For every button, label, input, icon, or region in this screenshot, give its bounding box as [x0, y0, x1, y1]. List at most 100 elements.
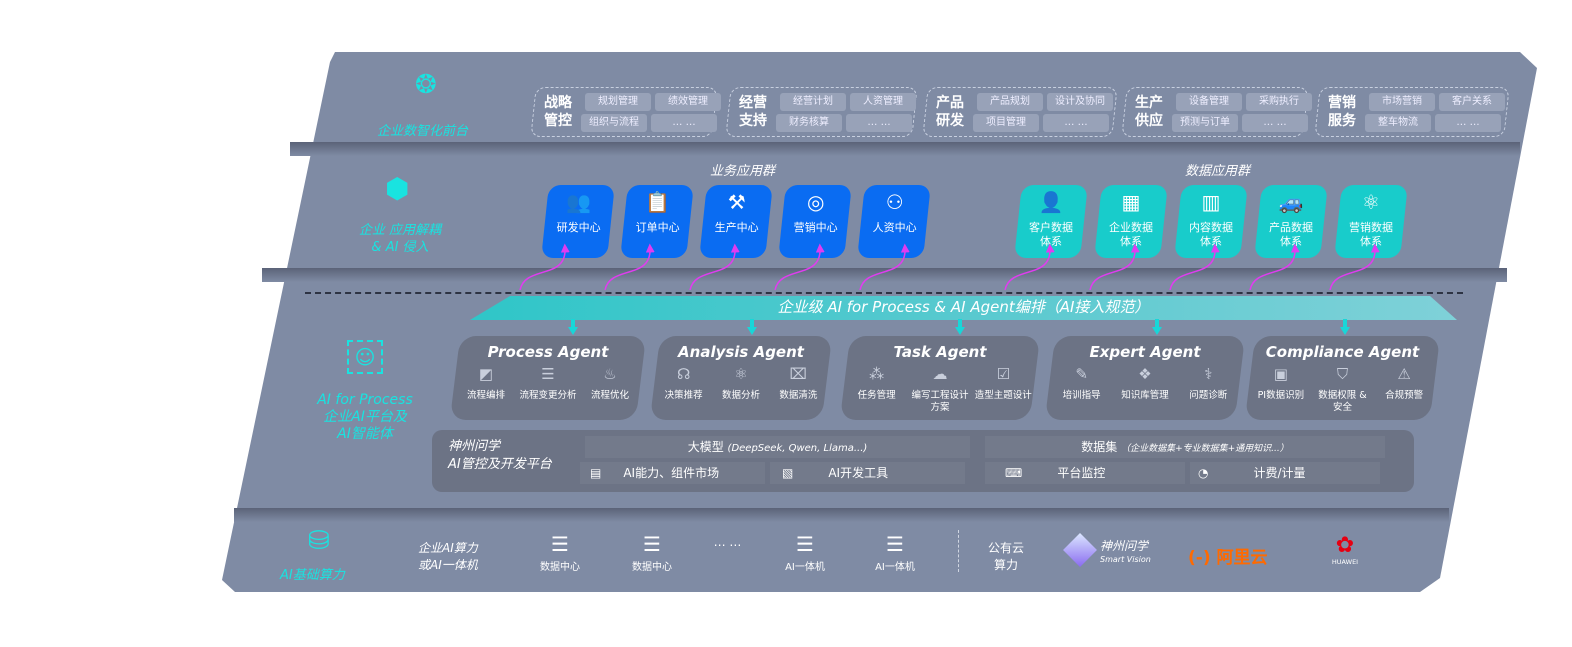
server-icon: ☰ — [796, 532, 814, 556]
atom-icon: ⚛ — [734, 365, 748, 383]
capability-chip: 预测与订单 — [1172, 114, 1238, 132]
agent-capability: ◩ 流程编排 — [456, 365, 516, 402]
monitor-label: 平台监控 — [1057, 466, 1106, 480]
capability-chip: 市场营销 — [1369, 93, 1435, 111]
models-note: (DeepSeek, Qwen, Llama...) — [727, 443, 868, 454]
agent-card[interactable]: Expert Agent ✎ 培训指导 ❖ 知识库管理 ⚕ 问题诊断 — [1044, 336, 1246, 420]
ai-label: AI for Process 企业AI平台及 AI智能体 — [295, 392, 435, 443]
alert-icon: ⚠ — [1397, 365, 1411, 383]
agent-title: Compliance Agent — [1265, 343, 1420, 361]
ai-label-line: AI for Process — [317, 392, 413, 408]
shield-icon: ⛉ — [1336, 365, 1349, 383]
capability-chip: … … — [651, 114, 717, 132]
devtools-button[interactable]: ▧ AI开发工具 — [770, 462, 965, 484]
agent-capability: ⚛ 数据分析 — [712, 365, 769, 402]
capability-label: 数据分析 — [721, 390, 760, 401]
capability-chip: 绩效管理 — [655, 93, 721, 111]
orchestration-label: 企业级 AI for Process & AI Agent编排（AI接入规范） — [777, 298, 1150, 316]
divider — [958, 530, 959, 572]
agent-capability: ▣ PI数据识别 — [1251, 365, 1311, 414]
capability-label: 流程变更分析 — [519, 390, 577, 401]
market-button[interactable]: ▤ AI能力、组件市场 — [580, 462, 765, 484]
arrow-icon — [747, 319, 757, 337]
agent-card[interactable]: Compliance Agent ▣ PI数据识别 ⛉ 数据权限 & 安全 ⚠ 合规预警 — [1244, 336, 1441, 420]
huawei-name: HUAWEI — [1331, 558, 1359, 566]
apps-label-line: 企业 应用解耦 — [358, 223, 442, 238]
connector-curve — [1329, 243, 1380, 291]
agent-capability: ⚕ 问题诊断 — [1178, 365, 1238, 402]
enterprise-compute: 企业AI算力 或AI一体机 — [418, 540, 478, 574]
datasets-label: 数据集 — [1081, 440, 1118, 454]
server-label: AI一体机 — [785, 562, 825, 573]
capability-chip: 客户关系 — [1439, 93, 1505, 111]
checklist-icon: ☑ — [996, 365, 1011, 383]
enterprise-line: 企业AI算力 — [418, 541, 478, 555]
agent-card[interactable]: Analysis Agent ☊ 决策推荐 ⚛ 数据分析 ⌧ 数据清洗 — [649, 336, 833, 420]
connector-curve — [1249, 243, 1300, 291]
agent-capability: ☁ 编写工程设计方案 — [910, 365, 970, 414]
capability-chip: 设计及协同 — [1047, 93, 1113, 111]
cloud-icon: ☁ — [932, 365, 948, 383]
agent-capability: ☰ 流程变更分析 — [518, 365, 578, 402]
capability-chip: 采购执行 — [1246, 93, 1312, 111]
server-label: AI一体机 — [875, 562, 915, 573]
divider — [290, 142, 1520, 156]
ai-label-line: AI智能体 — [337, 426, 393, 442]
ai-label-line: 企业AI平台及 — [323, 409, 407, 425]
capability-label: 决策推荐 — [664, 390, 703, 401]
data-apps-title: 数据应用群 — [1185, 164, 1251, 179]
agent-capability: ⁂ 任务管理 — [847, 365, 907, 414]
capability-chip: 财务核算 — [776, 114, 842, 132]
capability-chip: 组织与流程 — [581, 114, 647, 132]
agent-card[interactable]: Process Agent ◩ 流程编排 ☰ 流程变更分析 ♨ 流程优化 — [449, 336, 647, 420]
optimize-icon: ♨ — [603, 365, 617, 383]
infra-label: AI基础算力 — [280, 568, 345, 583]
platform-name-line: 神州问学 — [448, 439, 501, 454]
server-icon: ☰ — [551, 532, 569, 556]
arrow-icon — [1152, 319, 1162, 337]
billing-button[interactable]: ◔ 计费/计量 — [1190, 462, 1380, 484]
capability-chip: … … — [846, 114, 912, 132]
connector-curve — [519, 243, 570, 291]
server-label: 数据中心 — [540, 562, 580, 573]
apps-label-line: & AI 侵入 — [371, 240, 429, 255]
shenzhou-name: 神州问学 — [1100, 539, 1149, 553]
chart-window-icon: ◩ — [478, 365, 494, 383]
capability-label: 知识库管理 — [1121, 390, 1169, 401]
server-label: 数据中心 — [632, 562, 672, 573]
platform-name-line: AI管控及开发平台 — [448, 457, 552, 472]
models-label: 大模型 — [687, 440, 724, 454]
aliyun-logo: (-) 阿里云 — [1188, 543, 1268, 568]
database-icon: ⛁ — [308, 526, 330, 556]
datasets-row: 数据集 （企业数据集+专业数据集+通用知识...） — [985, 436, 1385, 458]
agent-capability: ☑ 造型主题设计 — [973, 365, 1033, 414]
public-line: 公有云 — [988, 541, 1025, 555]
ellipsis: … … — [713, 535, 742, 549]
front-label: 企业数智化前台 — [376, 124, 468, 139]
monitor-button[interactable]: ⌨ 平台监控 — [985, 462, 1185, 484]
molecule-icon: ⬢ — [385, 172, 410, 205]
billing-label: 计费/计量 — [1253, 466, 1306, 480]
orchestration-bar — [470, 296, 1457, 320]
business-apps-title: 业务应用群 — [710, 164, 776, 179]
shenzhou-logo: 神州问学 Smart Vision — [1100, 540, 1151, 566]
agent-capability: ❖ 知识库管理 — [1115, 365, 1175, 402]
capability-label: 问题诊断 — [1189, 390, 1228, 401]
agent-title: Expert Agent — [1089, 343, 1201, 361]
server-datacenter-2: ☰ 数据中心 — [622, 532, 682, 573]
capability-label: 流程编排 — [466, 390, 505, 401]
capability-label: 数据权限 & 安全 — [1318, 390, 1367, 413]
agent-capability: ⌧ 数据清洗 — [770, 365, 827, 402]
capability-label: 任务管理 — [857, 390, 896, 401]
huawei-logo: ✿ HUAWEI — [1322, 534, 1368, 567]
server-datacenter-1: ☰ 数据中心 — [530, 532, 590, 573]
agent-card[interactable]: Task Agent ⁂ 任务管理 ☁ 编写工程设计方案 ☑ 造型主题设计 — [839, 336, 1041, 420]
gauge-icon: ◔ — [1198, 466, 1209, 480]
market-label: AI能力、组件市场 — [623, 466, 720, 480]
layers-icon: ❖ — [1138, 365, 1152, 383]
capability-label: 数据清洗 — [779, 390, 818, 401]
monitor-icon: ⌨ — [1005, 466, 1023, 480]
capability-chip: … … — [1435, 114, 1501, 132]
models-row: 大模型 (DeepSeek, Qwen, Llama...) — [585, 436, 970, 458]
face-scan-icon: ☺ — [347, 340, 383, 374]
